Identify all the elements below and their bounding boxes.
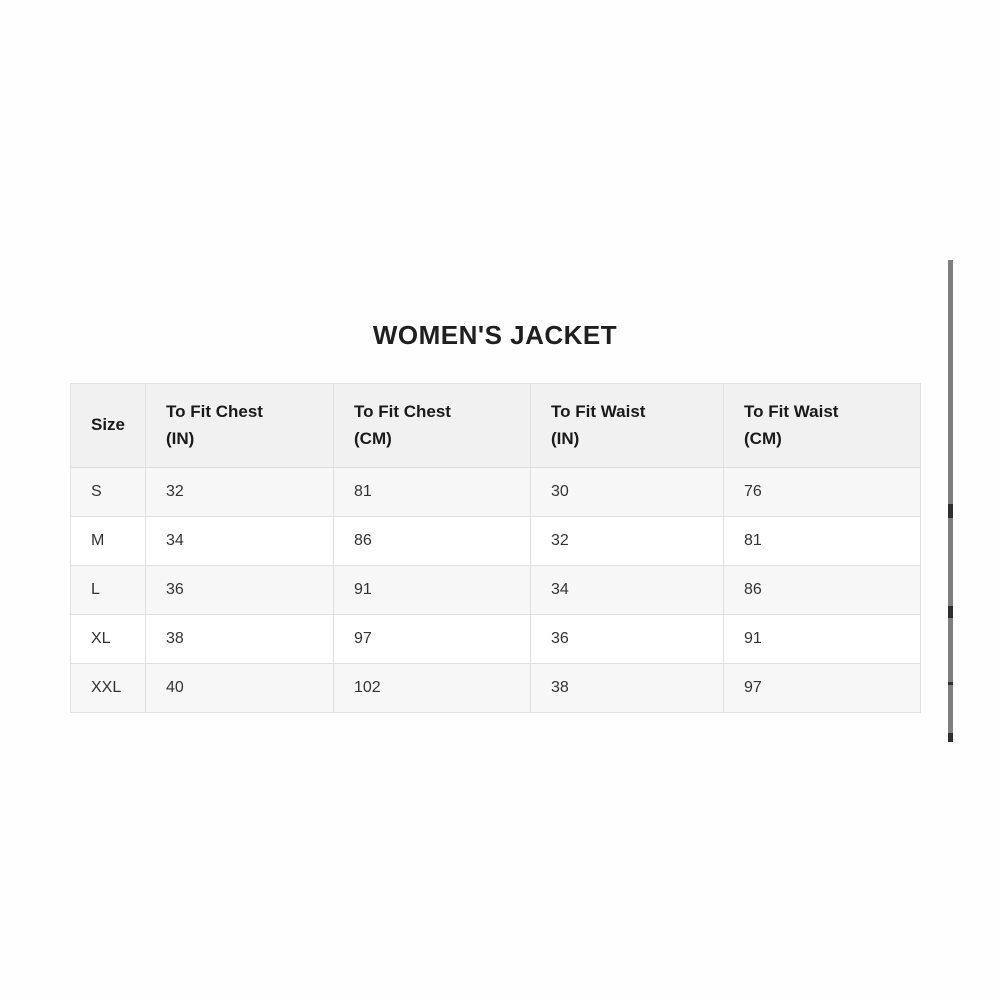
header-label: To Fit Waist xyxy=(744,402,839,422)
header-cell-chest-cm: To Fit Chest (CM) xyxy=(333,383,531,468)
header-label: Size xyxy=(91,415,126,435)
cell-waist-in: 38 xyxy=(530,663,724,713)
cell-chest-cm: 97 xyxy=(333,614,531,664)
header-label: To Fit Waist xyxy=(551,402,646,422)
scrollbar[interactable] xyxy=(948,260,953,742)
header-unit: (CM) xyxy=(744,428,782,448)
header-label: To Fit Chest xyxy=(354,402,451,422)
header-label: To Fit Chest xyxy=(166,402,263,422)
cell-waist-in: 34 xyxy=(530,565,724,615)
header-cell-waist-cm: To Fit Waist (CM) xyxy=(723,383,921,468)
cell-waist-cm: 81 xyxy=(723,516,921,566)
cell-chest-cm: 102 xyxy=(333,663,531,713)
header-unit: (IN) xyxy=(166,428,195,448)
cell-waist-cm: 91 xyxy=(723,614,921,664)
cell-waist-cm: 76 xyxy=(723,467,921,517)
cell-waist-in: 30 xyxy=(530,467,724,517)
cell-size: XL xyxy=(70,614,146,664)
cell-chest-in: 36 xyxy=(145,565,334,615)
size-chart-body: S 32 81 30 76 M 34 86 32 81 L 36 91 34 8… xyxy=(70,467,921,713)
cell-size: S xyxy=(70,467,146,517)
cell-waist-in: 32 xyxy=(530,516,724,566)
cell-size: L xyxy=(70,565,146,615)
header-cell-size: Size xyxy=(70,383,146,468)
table-row: XL 38 97 36 91 xyxy=(70,614,921,664)
scrollbar-notch xyxy=(948,682,953,685)
cell-chest-in: 32 xyxy=(145,467,334,517)
size-chart-table: Size To Fit Chest (IN) To Fit Chest (CM) xyxy=(70,383,921,713)
page-title: WOMEN'S JACKET xyxy=(372,320,618,350)
cell-chest-in: 38 xyxy=(145,614,334,664)
cell-waist-cm: 86 xyxy=(723,565,921,615)
scrollbar-notch xyxy=(948,504,953,518)
header-cell-chest-in: To Fit Chest (IN) xyxy=(145,383,334,468)
table-row: L 36 91 34 86 xyxy=(70,565,921,615)
size-chart-header: Size To Fit Chest (IN) To Fit Chest (CM) xyxy=(70,383,921,468)
scrollbar-notch xyxy=(948,733,953,742)
header-row: Size To Fit Chest (IN) To Fit Chest (CM) xyxy=(70,383,921,468)
header-unit: (CM) xyxy=(354,428,392,448)
scrollbar-notch xyxy=(948,606,953,618)
table-row: M 34 86 32 81 xyxy=(70,516,921,566)
cell-chest-cm: 91 xyxy=(333,565,531,615)
cell-size: XXL xyxy=(70,663,146,713)
table-row: XXL 40 102 38 97 xyxy=(70,663,921,713)
cell-chest-in: 34 xyxy=(145,516,334,566)
header-unit: (IN) xyxy=(551,428,580,448)
cell-chest-in: 40 xyxy=(145,663,334,713)
cell-chest-cm: 81 xyxy=(333,467,531,517)
table-row: S 32 81 30 76 xyxy=(70,467,921,517)
cell-waist-cm: 97 xyxy=(723,663,921,713)
header-cell-waist-in: To Fit Waist (IN) xyxy=(530,383,724,468)
cell-chest-cm: 86 xyxy=(333,516,531,566)
cell-size: M xyxy=(70,516,146,566)
cell-waist-in: 36 xyxy=(530,614,724,664)
